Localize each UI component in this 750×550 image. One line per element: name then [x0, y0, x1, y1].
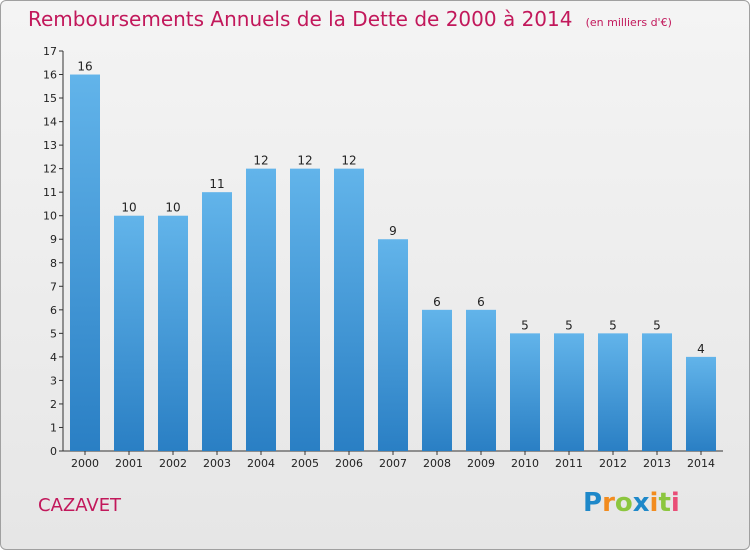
x-axis: 2000 2001 2002 2003 2004 2005 2006 2007 2008 2009…: [63, 450, 723, 470]
data-label: 12: [297, 154, 312, 168]
logo-letter: x: [632, 488, 650, 518]
bar-2004: [246, 168, 276, 451]
x-tick-label: 2006: [335, 457, 363, 470]
y-tick-label: 5: [50, 327, 57, 340]
y-tick-label: 10: [43, 210, 57, 223]
bar-2002: [158, 215, 188, 451]
x-tick-label: 2007: [379, 457, 407, 470]
bar-2001: [114, 215, 144, 451]
x-tick-label: 2010: [511, 457, 539, 470]
data-label: 9: [389, 224, 397, 238]
x-tick-label: 2000: [71, 457, 99, 470]
x-tick-label: 2004: [247, 457, 275, 470]
x-tick-label: 2009: [467, 457, 495, 470]
bar-2006: [334, 168, 364, 451]
y-tick-label: 11: [43, 186, 57, 199]
logo-letter: P: [583, 488, 603, 518]
data-label: 12: [341, 154, 356, 168]
bar-2014: [686, 356, 716, 451]
bar-2000: [70, 74, 100, 451]
bar-2010: [510, 333, 540, 451]
y-tick-label: 0: [50, 445, 57, 458]
x-tick-label: 2011: [555, 457, 583, 470]
data-label: 16: [77, 60, 92, 74]
chart-title: Remboursements Annuels de la Dette de 20…: [28, 7, 573, 31]
bar-2005: [290, 168, 320, 451]
logo-letter: t: [658, 488, 671, 518]
bar-2012: [598, 333, 628, 451]
logo-letter: r: [602, 488, 615, 518]
y-tick-label: 17: [43, 45, 57, 58]
data-label: 5: [609, 318, 617, 332]
logo-letter: i: [649, 488, 659, 518]
x-tick-label: 2001: [115, 457, 143, 470]
data-label: 12: [253, 154, 268, 168]
bar-2011: [554, 333, 584, 451]
data-label: 6: [477, 295, 485, 309]
data-label: 5: [653, 318, 661, 332]
y-tick-label: 8: [50, 257, 57, 270]
data-label: 4: [697, 342, 705, 356]
x-tick-label: 2003: [203, 457, 231, 470]
y-tick-label: 15: [43, 92, 57, 105]
y-tick-label: 14: [43, 116, 57, 129]
y-tick-label: 3: [50, 374, 57, 387]
x-tick-label: 2014: [687, 457, 715, 470]
logo-letter: i: [670, 488, 680, 518]
chart-subtitle: (en milliers d'€): [585, 16, 672, 29]
data-labels: 16 10 10 11 12 12 12 9 6 6 5 5 5 5 4: [77, 60, 704, 356]
data-label: 10: [121, 201, 136, 215]
y-tick-label: 4: [50, 351, 57, 364]
y-tick-label: 13: [43, 139, 57, 152]
chart-title-block: Remboursements Annuels de la Dette de 20…: [28, 7, 672, 31]
x-tick-label: 2013: [643, 457, 671, 470]
data-label: 10: [165, 201, 180, 215]
y-tick-label: 7: [50, 280, 57, 293]
x-tick-label: 2012: [599, 457, 627, 470]
commune-name: CAZAVET: [38, 495, 122, 516]
y-tick-label: 16: [43, 69, 57, 82]
bar-2007: [378, 239, 408, 451]
bar-2008: [422, 309, 452, 451]
y-tick-label: 12: [43, 163, 57, 176]
bar-2009: [466, 309, 496, 451]
data-label: 5: [521, 318, 529, 332]
bar-2013: [642, 333, 672, 451]
y-tick-label: 2: [50, 398, 57, 411]
data-label: 6: [433, 295, 441, 309]
data-label: 11: [209, 177, 224, 191]
bar-series: [70, 74, 716, 452]
x-tick-label: 2005: [291, 457, 319, 470]
logo-letter: o: [614, 488, 633, 518]
proxiti-logo[interactable]: Proxiti: [583, 488, 680, 518]
x-tick-label: 2002: [159, 457, 187, 470]
bar-2003: [202, 192, 232, 452]
y-tick-label: 1: [50, 421, 57, 434]
data-label: 5: [565, 318, 573, 332]
x-tick-label: 2008: [423, 457, 451, 470]
y-tick-label: 9: [50, 233, 57, 246]
y-tick-label: 6: [50, 304, 57, 317]
